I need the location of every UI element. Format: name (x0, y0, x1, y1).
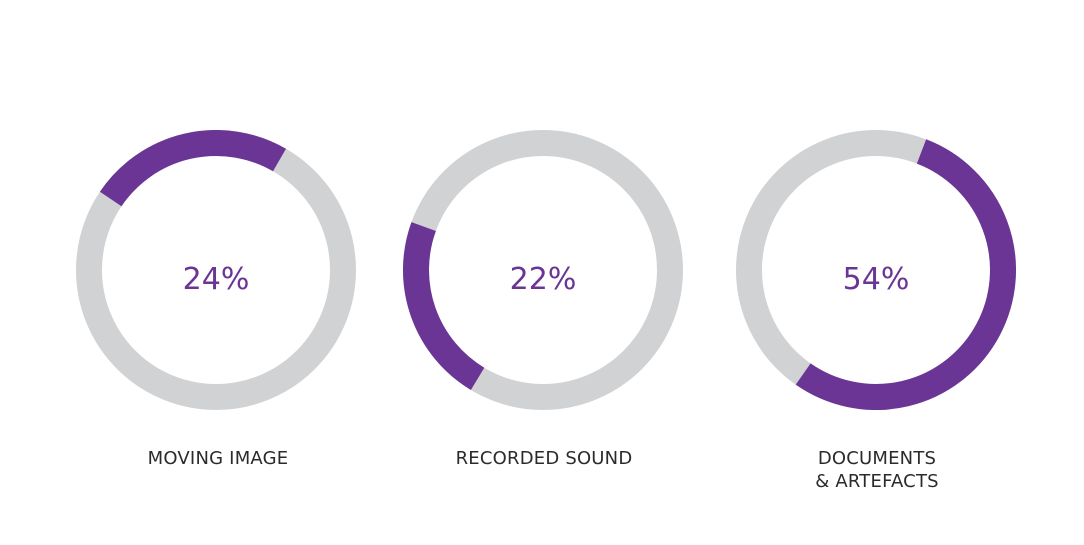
category-label-moving-image: MOVING IMAGE (68, 447, 368, 470)
donut-recorded-sound: 22% (403, 130, 683, 410)
percent-value: 54% (842, 261, 910, 297)
category-label-recorded-sound: RECORDED SOUND (394, 447, 694, 470)
percent-value: 22% (509, 261, 577, 297)
donut-arc (99, 130, 286, 207)
label-line: MOVING IMAGE (147, 448, 289, 469)
donut-svg (403, 130, 683, 410)
donut-svg (736, 130, 1016, 410)
percent-value: 24% (182, 261, 250, 297)
donut-moving-image: 24% (76, 130, 356, 410)
category-label-documents-artefacts: DOCUMENTS & ARTEFACTS (727, 447, 1027, 493)
label-line: DOCUMENTS (817, 448, 937, 469)
label-line: RECORDED SOUND (455, 448, 633, 469)
donut-documents-artefacts: 54% (736, 130, 1016, 410)
donut-svg (76, 130, 356, 410)
label-line: & ARTEFACTS (815, 471, 939, 492)
donut-arc (403, 222, 485, 390)
donut-arc (795, 139, 1016, 410)
